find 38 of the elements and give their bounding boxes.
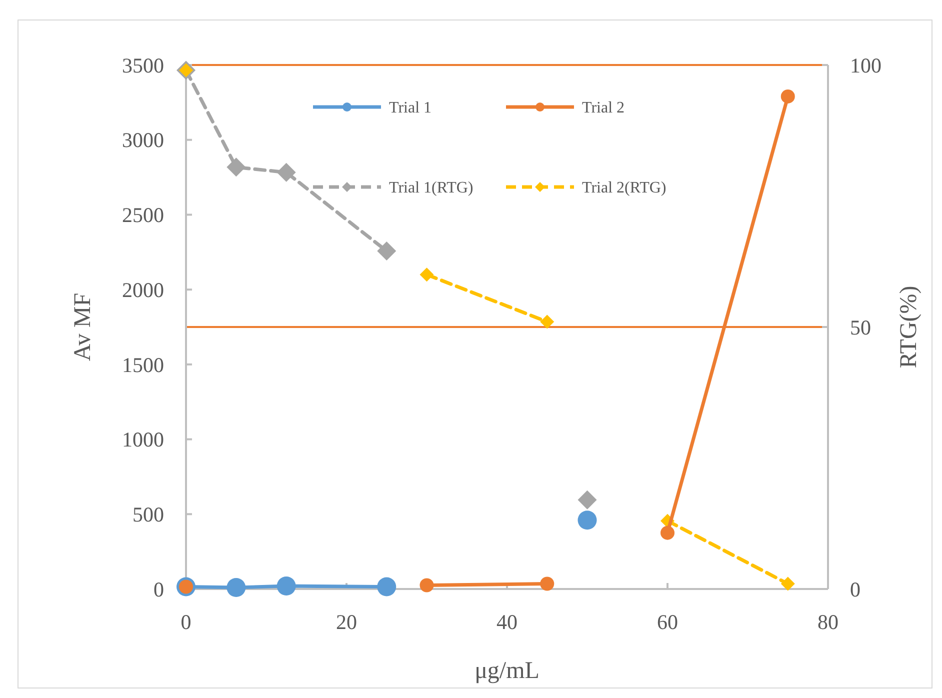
y-tick-label: 2000	[122, 278, 164, 302]
y-tick-label: 1000	[122, 428, 164, 452]
y2-tick-label: 100	[850, 53, 882, 78]
point	[660, 526, 674, 540]
x-tick-label: 0	[180, 610, 192, 634]
y2-axis-title: RTG(%)	[896, 286, 922, 368]
x-tick-label: 60	[657, 610, 678, 634]
point	[377, 242, 396, 261]
point	[540, 314, 554, 329]
y-tick-label: 1500	[122, 352, 164, 377]
point	[420, 578, 434, 592]
y-tick-label: 2500	[122, 203, 164, 228]
x-tick-label: 80	[818, 610, 838, 634]
legend-label: Trial 1	[389, 100, 432, 117]
point	[780, 89, 795, 104]
point	[420, 268, 434, 282]
point	[226, 158, 246, 177]
point	[276, 576, 296, 596]
point	[377, 577, 396, 596]
point	[578, 490, 597, 510]
y-axis-title: Av MF	[70, 292, 96, 362]
y2-tick-label: 0	[850, 577, 860, 602]
x-tick-label: 20	[336, 610, 357, 634]
legend-label: Trial 1(RTG)	[389, 180, 474, 197]
y-tick-label: 0	[154, 577, 164, 602]
point	[780, 576, 795, 591]
x-tick-label: 40	[496, 610, 518, 634]
legend-label: Trial 2(RTG)	[582, 180, 666, 197]
y-tick-label: 3000	[122, 128, 164, 152]
point	[578, 510, 597, 530]
y-tick-label: 500	[132, 502, 164, 526]
x-axis-title: μg/mL	[474, 658, 540, 684]
y2-tick-label: 50	[850, 315, 871, 340]
legend-label: Trial 2	[582, 100, 625, 117]
y-tick-label: 3500	[122, 53, 164, 78]
point	[226, 578, 246, 598]
point	[276, 162, 296, 182]
point	[540, 576, 554, 591]
